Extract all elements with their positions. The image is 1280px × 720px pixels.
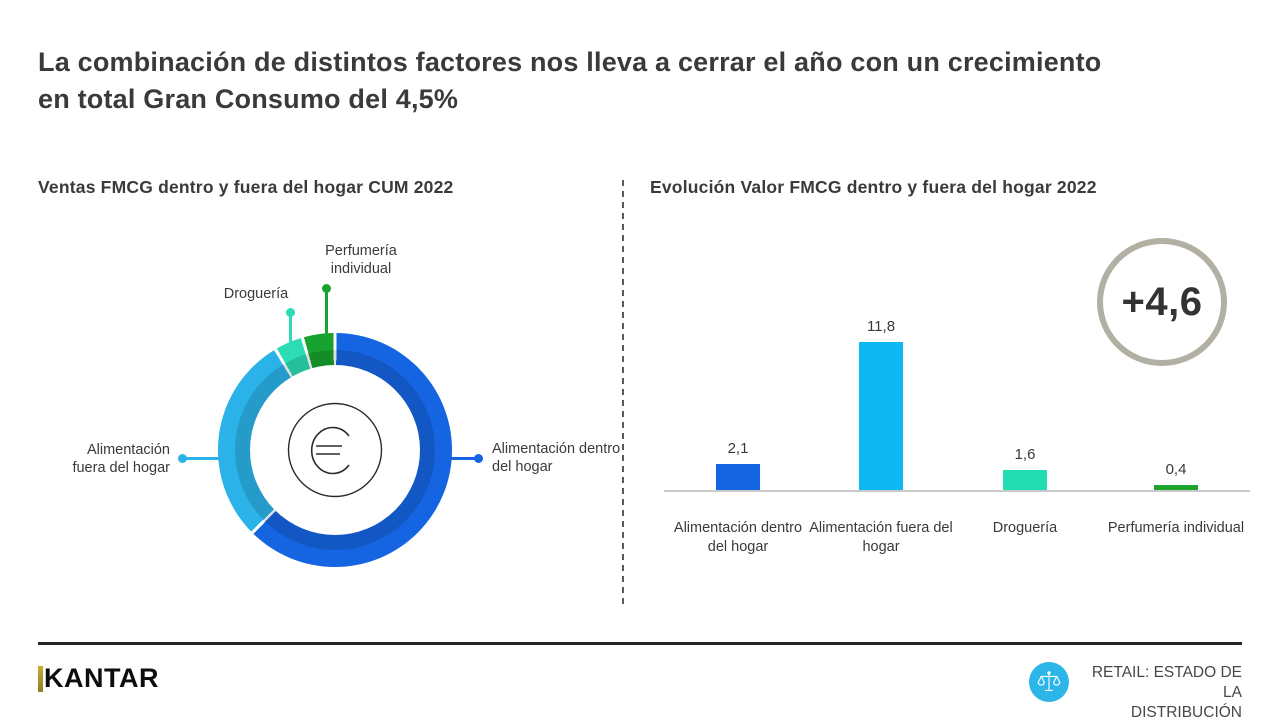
donut-hole [250,365,420,535]
donut-label-fuera-hogar: Alimentación fuera del hogar [72,442,170,476]
bar-drogueria [1003,469,1047,490]
leader-line-perfumeria [325,292,328,339]
report-title-line1: RETAIL: ESTADO DE LA [1091,664,1242,701]
leader-line-dentro-hogar [449,457,476,460]
page-title: La combinación de distintos factores nos… [38,47,1102,114]
report-title-line2: DISTRIBUCIÓN [1130,704,1242,720]
footer-divider [38,642,1242,645]
section-divider [622,180,624,608]
bar-value-label: 1,6 [1014,445,1036,463]
kantar-logo: KANTAR [38,665,159,692]
bar-perfumeria [1154,484,1198,490]
bar-category-label: Droguería [992,520,1058,536]
leader-line-drogueria [289,316,292,350]
bar-category-label: Perfumería individual [1107,520,1245,536]
report-title: RETAIL: ESTADO DE LA DISTRIBUCIÓN [1078,663,1242,720]
leader-dot-perfumeria [322,284,331,293]
kantar-logo-text: KANTAR [44,663,159,693]
bar-value-label: 11,8 [866,317,896,335]
right-chart-title: Evolución Valor FMCG dentro y fuera del … [650,177,1097,197]
bar-chart-baseline [664,490,1250,492]
donut-label-dentro-hogar: Alimentación dentro del hogar [492,441,621,475]
bar-value-label: 0,4 [1165,460,1187,478]
euro-icon [287,402,383,498]
left-chart-title: Ventas FMCG dentro y fuera del hogar CUM… [38,177,454,197]
donut-label-drogueria: Droguería [223,286,289,302]
leader-dot-drogueria [286,308,295,317]
kantar-logo-accent [38,665,43,692]
bar-category-label: Alimentación dentro del hogar [673,520,803,555]
bar-alimentacion-dentro [716,463,760,490]
donut-label-perfumeria: Perfumería individual [325,243,397,277]
bar-alimentacion-fuera [859,341,903,490]
bar-category-label: Alimentación fuera del hogar [809,520,953,555]
bar-value-label: 2,1 [727,439,749,457]
growth-badge: +4,6 [1097,238,1227,366]
scales-icon [1029,662,1069,702]
leader-dot-fuera-hogar [178,454,187,463]
leader-line-fuera-hogar [186,457,222,460]
leader-dot-dentro-hogar [474,454,483,463]
